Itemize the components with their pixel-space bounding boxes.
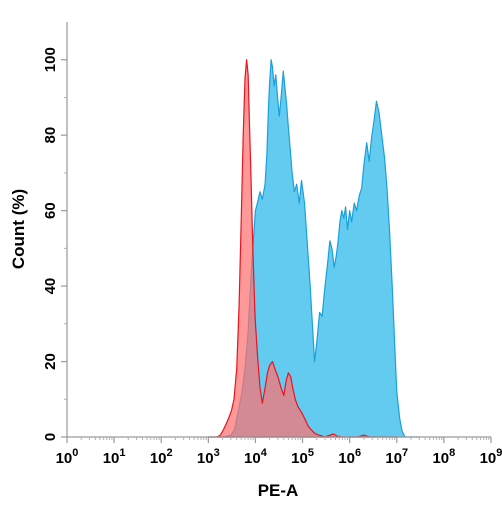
x-tick-label: 109	[480, 447, 502, 467]
x-tick-label: 101	[103, 447, 126, 467]
x-tick-label: 104	[244, 447, 268, 467]
x-tick-label: 107	[385, 447, 408, 467]
x-tick-label: 105	[291, 447, 314, 467]
y-axis-title: Count (%)	[9, 189, 28, 269]
series-layer	[207, 59, 420, 438]
y-tick-label: 100	[42, 47, 59, 72]
y-tick-label: 0	[42, 433, 59, 441]
series-area-1	[207, 59, 398, 438]
axes-layer	[66, 22, 491, 438]
y-tick-label: 80	[42, 127, 59, 144]
series-area-0	[207, 59, 420, 438]
x-tick-label: 103	[197, 447, 220, 467]
y-tick-label: 40	[42, 278, 59, 295]
y-tick-label: 20	[42, 353, 59, 370]
ticks-layer: 100 101 102 103 104 105 106 107 108 109 0 20 40 60 80 1…	[42, 47, 502, 467]
x-tick-label: 100	[56, 447, 79, 467]
x-tick-label: 108	[432, 447, 455, 467]
x-axis-title: PE-A	[258, 481, 299, 500]
x-tick-label: 102	[150, 447, 173, 467]
y-tick-label: 60	[42, 202, 59, 219]
x-tick-label: 106	[338, 447, 361, 467]
